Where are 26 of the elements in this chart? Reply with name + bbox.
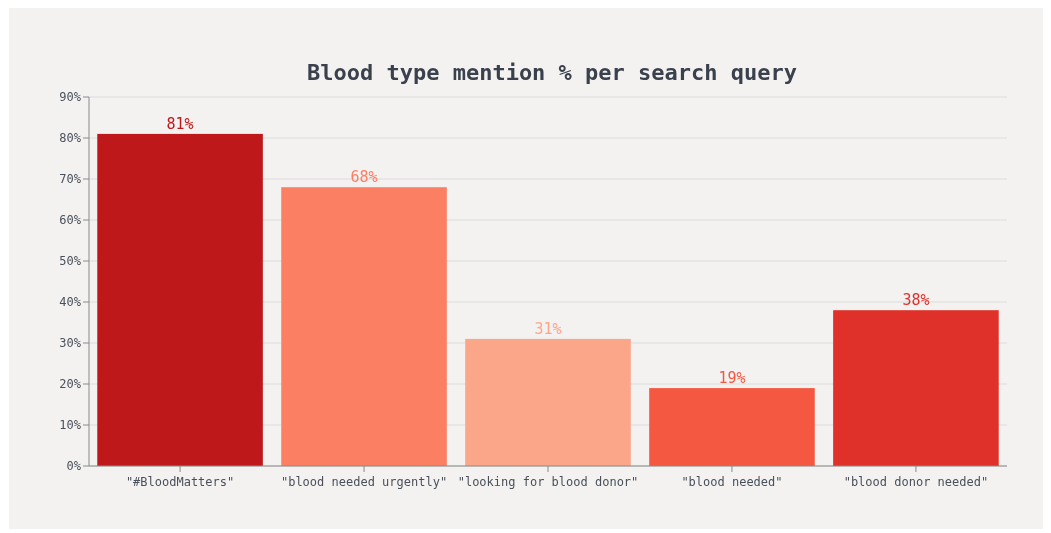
y-tick-label: 60% <box>59 213 82 228</box>
bar <box>649 388 815 466</box>
data-label: 31% <box>534 319 562 338</box>
y-tick-label: 40% <box>59 295 82 310</box>
bar <box>465 338 631 466</box>
x-tick-label: "looking for blood donor" <box>457 475 639 489</box>
data-label: 38% <box>902 291 930 310</box>
y-tick-label: 20% <box>59 377 82 392</box>
chart-title: Blood type mention % per search query <box>306 60 798 85</box>
x-tick-label: "#BloodMatters" <box>125 475 235 489</box>
y-tick-label: 70% <box>59 172 82 187</box>
data-label: 68% <box>350 168 378 187</box>
y-tick-label: 50% <box>59 254 82 269</box>
data-label: 81% <box>166 114 194 133</box>
bar <box>281 187 447 466</box>
x-tick-label: "blood needed urgently" <box>280 475 448 489</box>
y-tick-label: 80% <box>59 131 82 146</box>
data-label: 19% <box>718 369 746 388</box>
bar <box>97 133 263 466</box>
x-tick-label: "blood donor needed" <box>843 475 989 489</box>
x-tick-label: "blood needed" <box>681 475 783 489</box>
bar <box>833 310 999 466</box>
y-tick-label: 30% <box>59 336 82 351</box>
y-tick-label: 90% <box>59 90 82 105</box>
y-tick-label: 0% <box>66 459 82 474</box>
y-tick-label: 10% <box>59 418 82 433</box>
